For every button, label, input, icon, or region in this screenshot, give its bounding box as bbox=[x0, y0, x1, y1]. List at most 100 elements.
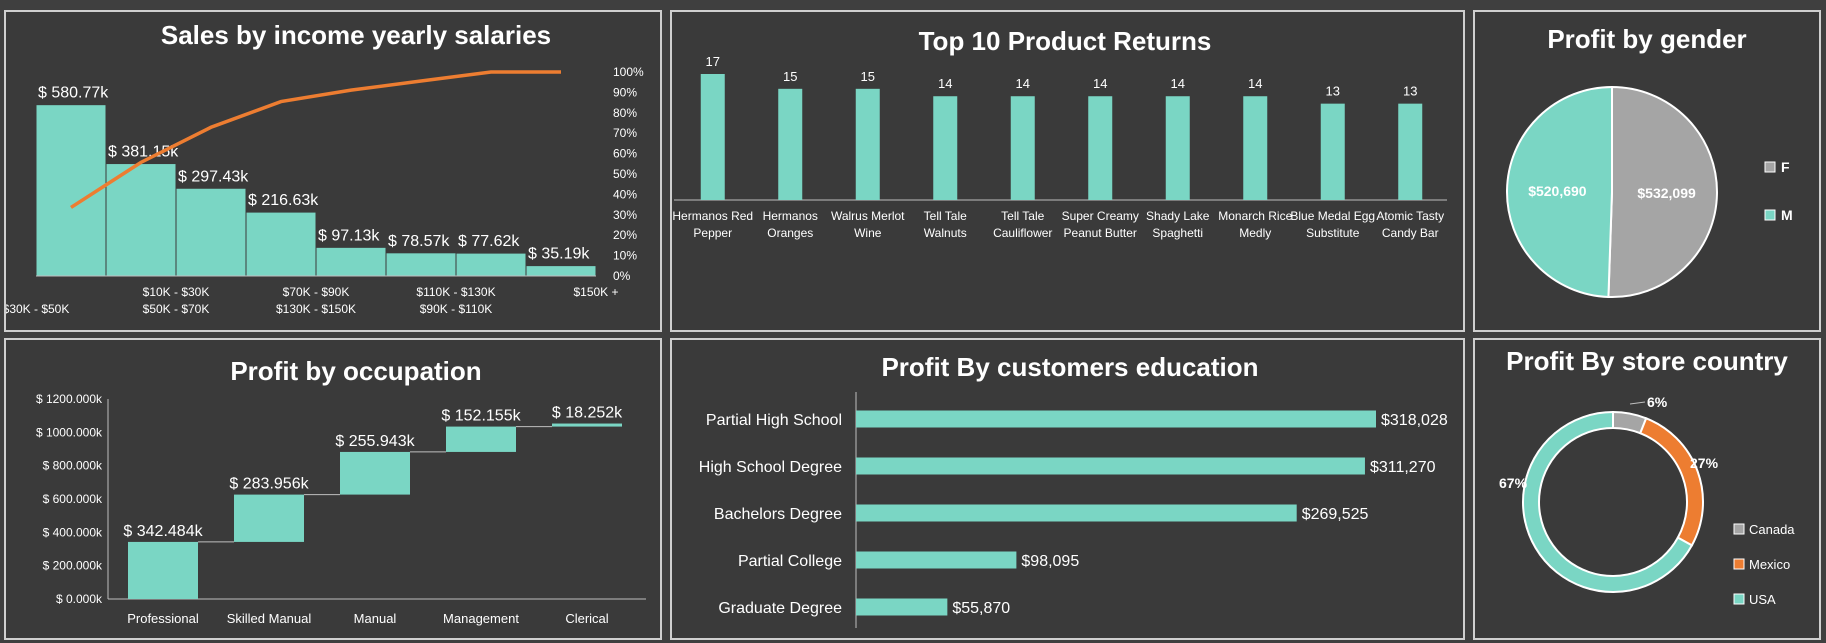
bar bbox=[856, 504, 1297, 522]
bar bbox=[856, 457, 1365, 475]
data-label: $ 216.63k bbox=[248, 192, 319, 209]
bar bbox=[128, 541, 198, 599]
data-label: $520,690 bbox=[1528, 183, 1587, 199]
y-tick-label: Bachelors Degree bbox=[714, 506, 842, 523]
profit-by-education-panel: Profit By customers education $318,028 Par… bbox=[670, 338, 1465, 640]
data-label: $318,028 bbox=[1381, 412, 1448, 429]
bar bbox=[35, 104, 107, 277]
y2-tick-label: 50% bbox=[613, 167, 637, 181]
x-tick-label: Super Creamy Peanut Butter bbox=[1062, 209, 1139, 240]
y2-tick-label: 10% bbox=[613, 249, 637, 263]
x-tick-label: Walrus Merlot Wine bbox=[831, 209, 905, 240]
profit-by-gender-chart: Profit by gender $532,099 $520,690 F M bbox=[1506, 24, 1793, 298]
y-tick-label: $ 200.000k bbox=[43, 559, 103, 573]
data-label: $ 18.252k bbox=[552, 405, 623, 422]
donut-slice bbox=[1638, 417, 1704, 547]
bar bbox=[856, 551, 1017, 569]
y2-tick-label: 90% bbox=[613, 85, 637, 99]
data-label: 13 bbox=[1403, 84, 1417, 99]
data-label: 67% bbox=[1499, 475, 1528, 491]
bar bbox=[1010, 96, 1035, 200]
bar bbox=[105, 163, 177, 277]
legend-swatch bbox=[1764, 161, 1776, 173]
profit-by-occupation-chart: Profit by occupation $ 0.000k $ 200.000k $ … bbox=[36, 356, 646, 626]
legend-label: M bbox=[1781, 207, 1793, 223]
y-tick-label: $ 600.000k bbox=[43, 492, 103, 506]
pie-slice bbox=[1506, 85, 1613, 298]
data-label: $ 342.484k bbox=[123, 523, 203, 540]
data-label: 17 bbox=[706, 54, 720, 69]
bar bbox=[446, 426, 516, 452]
legend-swatch bbox=[1733, 593, 1745, 605]
bar bbox=[856, 598, 948, 616]
x-tick-label: $70K - $90K bbox=[283, 285, 350, 299]
pie-slice bbox=[1607, 85, 1718, 298]
data-label: 14 bbox=[1248, 76, 1262, 91]
x-tick-label: $30K - $50K bbox=[6, 302, 69, 316]
bar bbox=[385, 252, 457, 277]
y2-tick-label: 20% bbox=[613, 228, 637, 242]
x-tick-label: Atomic Tasty Candy Bar bbox=[1376, 209, 1444, 240]
profit-by-country-panel: Profit By store country 6% 27% 67% Canada Mex… bbox=[1473, 338, 1821, 640]
y-tick-label: Partial High School bbox=[706, 412, 842, 429]
profit-by-education-chart: Profit By customers education $318,028 Par… bbox=[699, 352, 1448, 628]
x-tick-label: Skilled Manual bbox=[227, 611, 312, 626]
profit-by-occupation-panel: Profit by occupation $ 0.000k $ 200.000k $ … bbox=[4, 338, 662, 640]
chart-title: Profit by occupation bbox=[230, 356, 481, 386]
data-label: $ 152.155k bbox=[441, 408, 521, 425]
data-label: $ 297.43k bbox=[178, 168, 249, 185]
x-tick-label: Clerical bbox=[565, 611, 608, 626]
bar bbox=[1165, 96, 1190, 200]
data-label: $ 283.956k bbox=[229, 476, 309, 493]
y2-tick-label: 30% bbox=[613, 208, 637, 222]
x-tick-label: Monarch Rice Medly bbox=[1218, 209, 1292, 240]
chart-title: Top 10 Product Returns bbox=[919, 26, 1212, 56]
bar bbox=[700, 74, 725, 200]
x-tick-label: Hermanos Oranges bbox=[763, 209, 818, 240]
x-tick-label: Professional bbox=[127, 611, 199, 626]
y2-tick-label: 60% bbox=[613, 147, 637, 161]
data-label: 15 bbox=[861, 69, 875, 84]
profit-by-country-chart: Profit By store country 6% 27% 67% Canada Mex… bbox=[1499, 346, 1795, 607]
data-label: 14 bbox=[1093, 76, 1107, 91]
chart-title: Profit by gender bbox=[1547, 24, 1746, 54]
x-tick-label: Manual bbox=[354, 611, 397, 626]
bar bbox=[1398, 103, 1423, 200]
y2-tick-label: 40% bbox=[613, 187, 637, 201]
y-tick-label: $ 1000.000k bbox=[36, 425, 103, 439]
x-tick-label: $130K - $150K bbox=[276, 302, 356, 316]
bar bbox=[315, 246, 387, 277]
x-tick-label: Hermanos Red Pepper bbox=[672, 209, 753, 240]
chart-title: Profit By store country bbox=[1506, 346, 1788, 376]
data-label: 6% bbox=[1647, 394, 1668, 410]
leader-line bbox=[1629, 401, 1646, 405]
sales-by-income-panel: Sales by income yearly salaries $ 580.77k… bbox=[4, 10, 662, 332]
bar bbox=[856, 410, 1376, 428]
bar bbox=[245, 211, 317, 277]
data-label: $ 77.62k bbox=[458, 233, 520, 250]
data-label: $ 35.19k bbox=[528, 246, 590, 263]
data-label: $55,870 bbox=[952, 600, 1010, 617]
data-label: $532,099 bbox=[1637, 185, 1696, 201]
x-tick-label: Tell Tale Walnuts bbox=[924, 209, 967, 240]
data-label: $ 580.77k bbox=[38, 85, 109, 102]
x-tick-label: $150K + bbox=[573, 285, 618, 299]
bar bbox=[1088, 96, 1113, 200]
bar bbox=[933, 96, 958, 200]
legend-swatch bbox=[1733, 523, 1745, 535]
bar bbox=[855, 88, 880, 200]
product-returns-panel: Top 10 Product Returns 17 Hermanos Red Pepp… bbox=[670, 10, 1465, 332]
bar bbox=[525, 265, 597, 277]
bar bbox=[778, 88, 803, 200]
legend-swatch bbox=[1733, 558, 1745, 570]
legend-swatch bbox=[1764, 209, 1776, 221]
data-label: $98,095 bbox=[1021, 553, 1079, 570]
x-tick-label: Blue Medal Egg Substitute bbox=[1290, 209, 1375, 240]
sales-by-income-chart: Sales by income yearly salaries $ 580.77k… bbox=[6, 20, 644, 316]
data-label: $ 78.57k bbox=[388, 233, 450, 250]
data-label: 15 bbox=[783, 69, 797, 84]
data-label: $ 255.943k bbox=[335, 433, 415, 450]
y2-tick-label: 0% bbox=[613, 269, 631, 283]
y-tick-label: Graduate Degree bbox=[718, 600, 842, 617]
x-tick-label: $90K - $110K bbox=[420, 302, 493, 316]
